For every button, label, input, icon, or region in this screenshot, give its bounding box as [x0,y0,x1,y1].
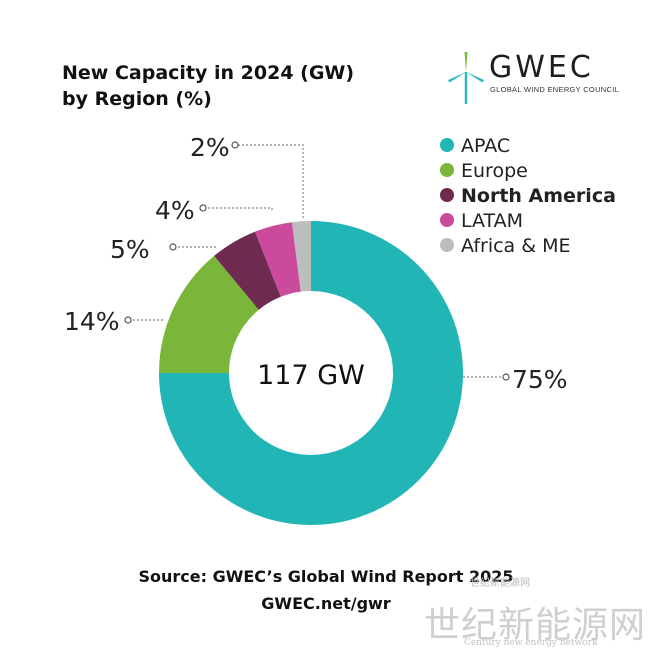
slice-latam [255,222,301,297]
leader-dot-europe [124,316,132,324]
title-line-2: by Region (%) [62,88,212,110]
slice-apac [159,221,463,525]
watermark-large: 世纪新能源网 [424,605,647,646]
legend-marker-apac [440,138,454,152]
percent-label-europe: 14% [64,307,120,336]
leader-dot-north-america [169,243,177,251]
center-total-label: 117 GW [257,360,365,391]
wind-turbine-icon [448,52,484,104]
legend-label-europe: Europe [461,160,528,182]
legend-label-africa-me: Africa & ME [461,235,570,257]
leader-dot-latam [199,204,207,212]
legend-marker-europe [440,163,454,177]
chart-title: New Capacity in 2024 (GW) by Region (%) [62,60,354,112]
watermark-small: 世纪新能源网 [470,578,530,589]
source-line-1: Source: GWEC’s Global Wind Report 2025 [138,567,514,586]
percent-label-apac: 75% [512,365,568,394]
leader-line-latam [203,207,273,210]
leader-dot-apac [502,373,510,381]
leader-dot-africa-me [231,141,239,149]
percent-label-north-america: 5% [110,235,150,264]
logo-wordmark: GWEC [489,50,594,85]
legend-label-latam: LATAM [461,210,523,232]
legend-marker-north-america [440,188,454,202]
leader-line-africa-me [235,144,304,218]
percent-label-africa-me: 2% [190,133,230,162]
logo-subtitle: GLOBAL WIND ENERGY COUNCIL [490,85,620,94]
legend-label-apac: APAC [461,135,510,157]
slice-europe [159,255,259,373]
slice-north-america [214,231,281,310]
slice-africa-me [291,221,311,292]
source-line-2: GWEC.net/gwr [261,594,391,613]
legend-marker-africa-me [440,238,454,252]
watermark-english: Century new energy network [464,638,598,648]
title-line-1: New Capacity in 2024 (GW) [62,62,355,84]
legend-marker-latam [440,213,454,227]
percent-label-latam: 4% [155,196,195,225]
legend-label-north-america: North America [461,185,616,207]
